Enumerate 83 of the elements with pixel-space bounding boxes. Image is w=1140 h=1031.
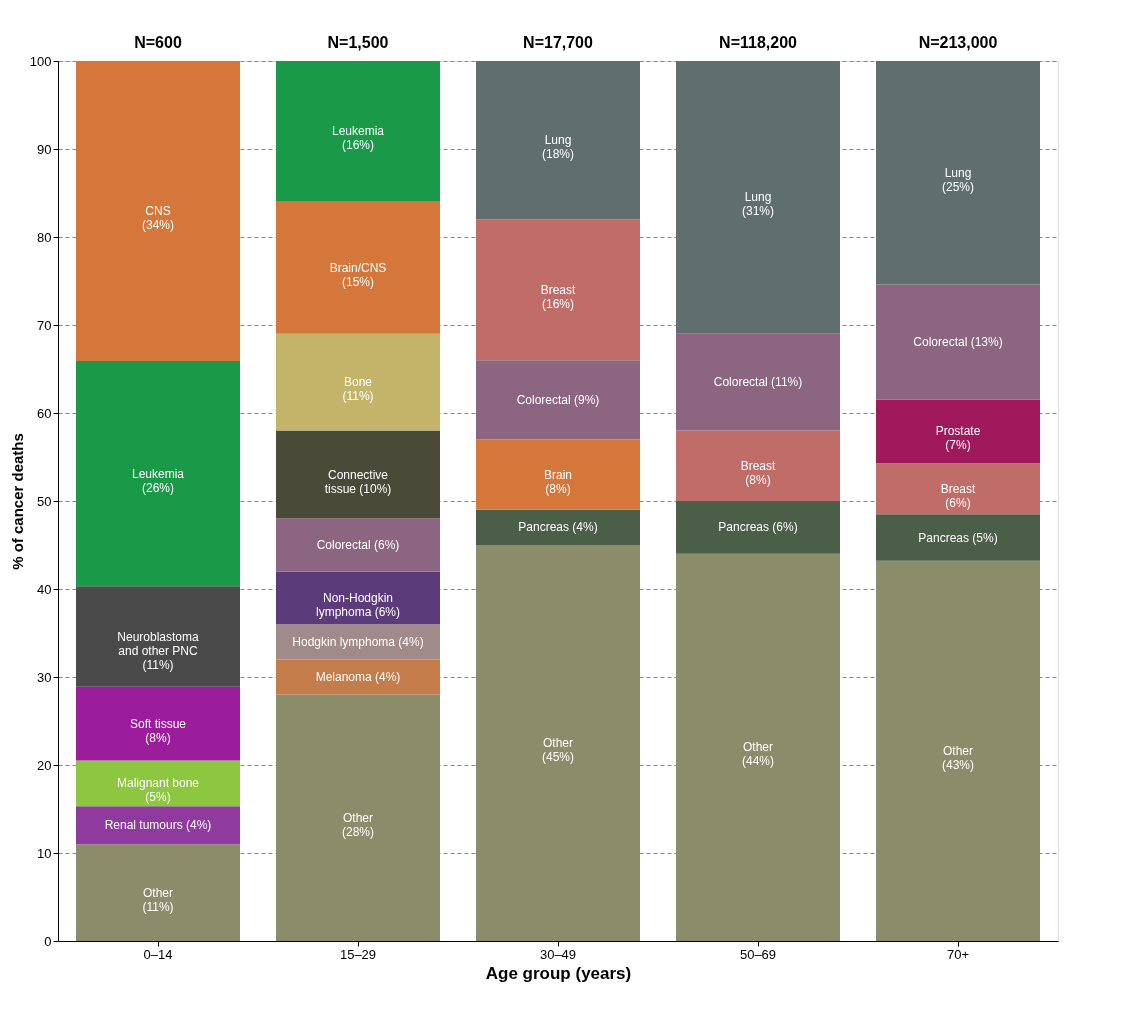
- bar: [276, 201, 440, 334]
- bar: [476, 509, 640, 545]
- data-label: Renal tumours (4%): [104, 818, 212, 833]
- data-label: Breast (16%): [540, 282, 576, 311]
- data-label: Pancreas (6%): [718, 520, 798, 535]
- bar: [76, 760, 240, 807]
- bar: [476, 545, 640, 941]
- x-tick-label: 50–69: [739, 946, 777, 962]
- y-tick-label: 80: [37, 229, 52, 245]
- text: N=600: [134, 34, 182, 51]
- data-label: Pancreas (5%): [918, 530, 998, 545]
- data-label: Colorectal (11%): [713, 375, 803, 390]
- bar: [276, 518, 440, 572]
- data-label: Leukemia (16%): [331, 124, 385, 153]
- y-tick-label: 40: [37, 581, 52, 597]
- data-label: Brain/CNS (15%): [329, 260, 387, 289]
- bar: [876, 463, 1040, 515]
- bar: [876, 560, 1040, 941]
- data-label: Malignant bone (5%): [116, 776, 200, 805]
- x-tick-label: 0–14: [143, 946, 173, 962]
- bar: [76, 844, 240, 941]
- data-label: Lung (31%): [741, 190, 775, 219]
- text: N=118,200: [719, 34, 798, 51]
- y-tick-label: 0: [44, 933, 52, 949]
- data-label: Pancreas (4%): [518, 520, 598, 535]
- x-tick-label: 15–29: [339, 946, 377, 962]
- data-label: Breast (8%): [740, 458, 776, 487]
- data-label: Colorectal (6%): [316, 538, 400, 552]
- data-label: Brain (8%): [543, 467, 573, 496]
- bar: [476, 360, 640, 440]
- y-tick-label: 70: [37, 317, 52, 333]
- bar: [676, 430, 840, 501]
- y-axis-title: % of cancer deaths: [8, 433, 26, 570]
- bar: [676, 553, 840, 941]
- text: N=213,000: [918, 34, 998, 51]
- data-label: Other (45%): [541, 736, 575, 764]
- data-label: Melanoma (4%): [315, 670, 401, 684]
- y-tick-label: 20: [37, 757, 52, 773]
- bar: [876, 61, 1040, 285]
- x-tick-label: 30–49: [539, 946, 577, 962]
- data-label: Hodgkin lymphoma (4%): [292, 634, 424, 649]
- bar: [276, 333, 440, 431]
- y-tick-label: 60: [37, 405, 52, 421]
- text: N=17,700: [523, 34, 594, 51]
- bar: [76, 686, 240, 761]
- text: N=1,500: [327, 34, 389, 51]
- data-label: CNS (34%): [141, 204, 175, 233]
- data-label: Lung (18%): [541, 133, 575, 162]
- bar: [276, 659, 440, 695]
- bar: [876, 399, 1040, 464]
- bar: [676, 333, 840, 431]
- y-tick-label: 50: [37, 493, 52, 509]
- bar: [476, 61, 640, 220]
- data-label: Other (28%): [341, 810, 375, 839]
- data-label: Neuroblastoma and other PNC (11%): [117, 629, 200, 672]
- data-label: Lung (25%): [941, 165, 975, 194]
- x-tick-label: 70+: [946, 946, 970, 962]
- y-tick-label: 90: [37, 141, 52, 157]
- y-tick-label: 100: [29, 53, 52, 69]
- bar: [676, 501, 840, 554]
- bar: [276, 694, 440, 941]
- data-label: Other (44%): [741, 740, 775, 769]
- data-label: Other (43%): [941, 743, 975, 772]
- data-label: Connective tissue (10%): [324, 467, 392, 496]
- x-axis-title: Age group (years): [485, 963, 632, 983]
- bar: [276, 430, 440, 519]
- bar: [76, 586, 240, 687]
- data-label: Non-Hodgkin lymphoma (6%): [315, 590, 401, 619]
- bar: [876, 284, 1040, 400]
- bar: [276, 571, 440, 625]
- data-label: Colorectal (9%): [516, 392, 600, 407]
- data-label: Soft tissue (8%): [129, 716, 187, 745]
- data-label: Prostate (7%): [935, 424, 981, 453]
- data-label: Colorectal (13%): [913, 335, 1003, 350]
- bar: [76, 806, 240, 845]
- y-tick-label: 10: [37, 845, 52, 861]
- data-label: Bone (11%): [342, 375, 374, 404]
- bar: [276, 61, 440, 202]
- bar: [876, 514, 1040, 561]
- y-tick-label: 30: [37, 669, 52, 685]
- data-label: Leukemia (26%): [131, 466, 185, 495]
- data-label: Other (11%): [142, 885, 174, 914]
- data-label: Breast (6%): [940, 481, 976, 510]
